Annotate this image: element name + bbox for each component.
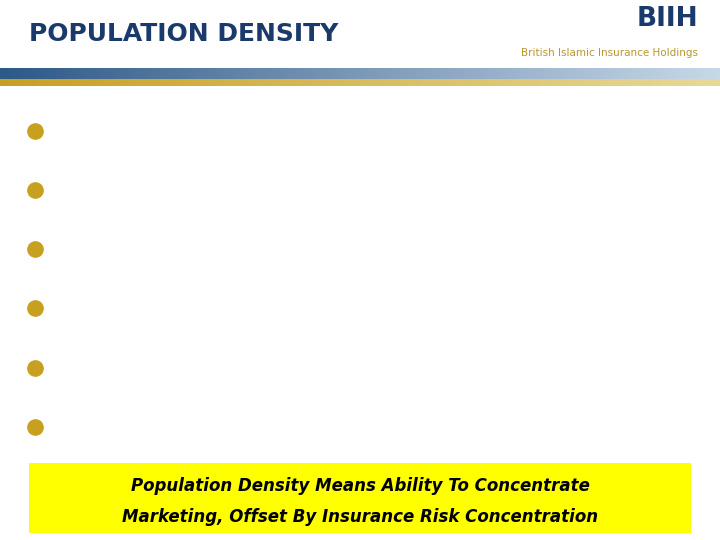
Text: British Islamic Insurance Holdings: British Islamic Insurance Holdings (521, 48, 698, 58)
Text: London,: London, (61, 181, 132, 199)
Text: POPULATION DENSITY: POPULATION DENSITY (29, 22, 338, 46)
Text: Yorkshire (Leeds, Bradford): Yorkshire (Leeds, Bradford) (61, 359, 305, 376)
Text: > 70% UK Muslim population live in 723 postcode sectors: > 70% UK Muslim population live in 723 p… (61, 122, 583, 140)
Text: Population Density Means Ability To Concentrate: Population Density Means Ability To Conc… (130, 477, 590, 495)
FancyBboxPatch shape (29, 463, 691, 534)
Text: BIIH: BIIH (636, 6, 698, 32)
Text: Lancashire (Blackburn, Burnley): Lancashire (Blackburn, Burnley) (61, 299, 349, 318)
Text: Marketing, Offset By Insurance Risk Concentration: Marketing, Offset By Insurance Risk Conc… (122, 508, 598, 525)
Text: Scotland (Glasgow): Scotland (Glasgow) (61, 418, 236, 436)
Text: Birmingham, East Midlands: Birmingham, East Midlands (61, 240, 307, 258)
